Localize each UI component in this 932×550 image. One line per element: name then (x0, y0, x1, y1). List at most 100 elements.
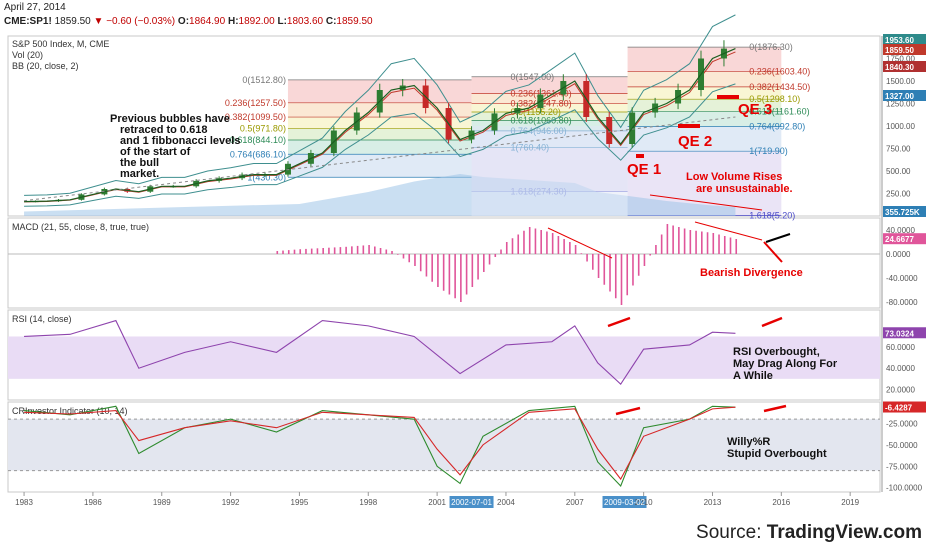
price-tag-mid-text: 1327.00 (885, 92, 914, 101)
macd-bar (477, 254, 479, 280)
price-tag-last-text: 1859.50 (885, 46, 914, 55)
fib-label: 0.5(1155.20) (511, 107, 561, 117)
macd-bar (689, 230, 692, 254)
annotation-low-volume-line: are unsustainable. (696, 183, 793, 195)
macd-bar (368, 245, 370, 254)
price-tag-high-bg (883, 34, 926, 45)
annotation-willr-line: Stupid Overbought (727, 448, 827, 460)
willr-ytick: -100.0000 (886, 484, 923, 493)
macd-bar (557, 236, 560, 254)
willr-line (24, 405, 736, 488)
x-tick-label: 1995 (291, 498, 309, 507)
fib-label: 0(1876.30) (749, 42, 793, 52)
price-ytick: 250.00 (886, 190, 911, 199)
fib-label: 0.5(971.80) (240, 124, 286, 134)
fib-label: 0.236(1257.50) (225, 98, 286, 108)
macd-last-tag-bg (883, 233, 926, 245)
macd-bar (333, 247, 336, 254)
macd-bar (672, 225, 674, 254)
qe2-marker (678, 124, 700, 128)
high-label: H: (227, 16, 239, 27)
macd-bar (442, 254, 445, 291)
rsi-ytick: 60.0000 (886, 343, 915, 352)
macd-bar (460, 254, 462, 302)
fib-band (627, 111, 782, 127)
macd-bar (712, 233, 715, 254)
macd-bar (723, 236, 726, 254)
willr-last-tag-text: -6.4287 (885, 404, 913, 413)
source-prefix: Source: (696, 522, 767, 543)
qe3-marker (717, 95, 739, 99)
macd-bar (351, 246, 353, 254)
fib-label: 1(719.90) (749, 146, 788, 156)
fib-label: 0.618(844.10) (230, 135, 286, 145)
macd-bar (483, 254, 485, 272)
annotation-bubbles: Previous bubbles have retraced to 0.618 an… (110, 113, 240, 180)
macd-bar (701, 231, 703, 254)
fib-label: 0.618(1060.80) (511, 116, 572, 126)
price-change: ▼ −0.60 (−0.03%) (93, 16, 176, 27)
rsi-last-tag: 73.0324 (883, 327, 926, 339)
fib-band (287, 117, 472, 129)
symbol-label: CME:SP1! (4, 16, 52, 27)
macd-bar (488, 254, 491, 265)
annotation-rsi-line: RSI Overbought, (733, 346, 820, 358)
bb-upper (24, 14, 736, 196)
macd-histogram (276, 224, 738, 305)
macd-ytick: 0.0000 (886, 250, 911, 259)
macd-bar (419, 254, 422, 272)
macd-bar (425, 254, 428, 277)
macd-bar (546, 231, 548, 254)
macd-bar (626, 254, 629, 296)
macd-bar (517, 234, 520, 254)
quote-line: CME:SP1! 1859.50 ▼ −0.60 (−0.03%) O:1864… (4, 16, 373, 27)
x-tick-label: 2013 (704, 498, 722, 507)
fib-band (627, 86, 782, 100)
macd-last-tag: 24.6677 (883, 233, 926, 245)
fib-label: 0.382(1434.50) (749, 82, 810, 92)
price-tag-last: 1859.50 (883, 44, 926, 55)
x-tick-label: 2007 (566, 498, 584, 507)
annotation-qe3: QE 3 (738, 101, 772, 118)
fib-label: 1.618(5.20) (749, 211, 795, 221)
willr-last-tag: -6.4287 (883, 401, 926, 413)
macd-bar (534, 228, 537, 254)
macd-title: MACD (21, 55, close, 8, true, true) (12, 222, 149, 232)
source-credit: Source: TradingView.com (696, 522, 922, 544)
macd-bar (385, 249, 388, 254)
annotation-willr: Willy%R Stupid Overbought (727, 436, 827, 460)
macd-bar (540, 230, 542, 254)
annotation-bubbles-line: of the start of (120, 146, 191, 158)
rsi-last-tag-bg (883, 327, 926, 339)
macd-arrow-red (763, 241, 783, 263)
macd-bar (620, 254, 623, 305)
macd-bar (706, 232, 709, 254)
annotation-bearish-divergence: Bearish Divergence (700, 267, 803, 279)
macd-bar (431, 254, 433, 282)
highlight-range (471, 126, 628, 216)
price-tag-high-text: 1953.60 (885, 36, 914, 45)
high-value: 1892.00 (238, 16, 275, 27)
macd-bar (637, 254, 640, 276)
macd-bar (569, 242, 571, 254)
macd-divergence-line-2 (694, 221, 763, 241)
macd-bar (729, 237, 732, 254)
willr-ytick: -75.0000 (886, 462, 918, 471)
annotation-qe1: QE 1 (627, 161, 661, 178)
macd-bar (649, 254, 651, 256)
macd-ytick: -40.0000 (886, 274, 918, 283)
fib-label: 0.236(1603.40) (749, 67, 810, 77)
x-tick-label: 2001 (428, 498, 446, 507)
macd-bar (310, 248, 313, 254)
rsi-title: RSI (14, close) (12, 314, 72, 324)
macd-bar (580, 253, 583, 254)
macd-bar (287, 250, 290, 254)
legend-bb: BB (20, close, 2) (12, 61, 79, 71)
qe1-marker (636, 154, 644, 158)
macd-bar (414, 254, 416, 266)
fib-label: 0.236(1361.40) (511, 88, 572, 98)
macd-bar (523, 230, 525, 254)
x-axis (23, 492, 851, 508)
x-tick-label: 2019 (841, 498, 859, 507)
